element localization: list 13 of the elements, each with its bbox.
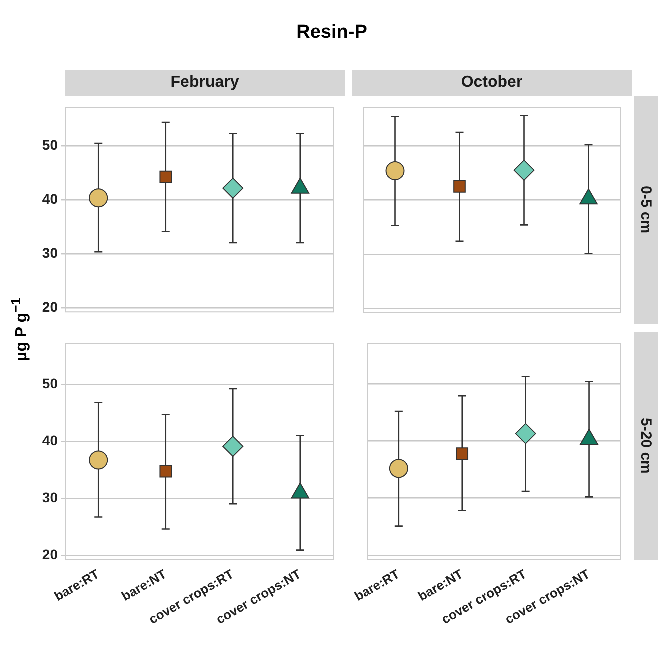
text: 5-20 cm: [634, 332, 658, 560]
y-tick-label: 50: [42, 375, 58, 392]
y-tick-label: 30: [42, 489, 58, 506]
y-tick-label: 50: [42, 137, 58, 154]
y-tick-label: 30: [42, 245, 58, 262]
text: Resin-P: [296, 22, 368, 44]
chart-title: October: [352, 70, 632, 96]
y-tick-label: 20: [42, 546, 58, 562]
y-tick-label: 40: [42, 191, 58, 208]
text: 0-5 cm: [634, 96, 658, 324]
y-tick-label: 40: [42, 432, 58, 448]
chart-title: February: [65, 70, 345, 96]
y-tick-label: 20: [42, 299, 58, 316]
